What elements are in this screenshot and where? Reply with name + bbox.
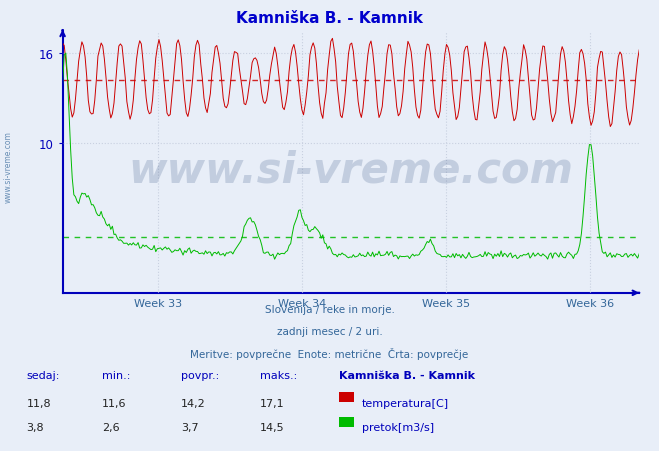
Text: povpr.:: povpr.: — [181, 370, 219, 380]
Text: 11,6: 11,6 — [102, 398, 127, 408]
Text: pretok[m3/s]: pretok[m3/s] — [362, 422, 434, 432]
Text: Kamniška B. - Kamnik: Kamniška B. - Kamnik — [339, 370, 475, 380]
Text: 2,6: 2,6 — [102, 422, 120, 432]
Text: www.si-vreme.com: www.si-vreme.com — [3, 131, 13, 203]
Text: min.:: min.: — [102, 370, 130, 380]
Text: www.si-vreme.com: www.si-vreme.com — [129, 149, 573, 191]
Text: 17,1: 17,1 — [260, 398, 285, 408]
Text: 14,2: 14,2 — [181, 398, 206, 408]
Text: 3,7: 3,7 — [181, 422, 199, 432]
Text: Meritve: povprečne  Enote: metrične  Črta: povprečje: Meritve: povprečne Enote: metrične Črta:… — [190, 348, 469, 360]
Text: 14,5: 14,5 — [260, 422, 285, 432]
Text: zadnji mesec / 2 uri.: zadnji mesec / 2 uri. — [277, 326, 382, 336]
Text: Kamniška B. - Kamnik: Kamniška B. - Kamnik — [236, 11, 423, 26]
Text: temperatura[C]: temperatura[C] — [362, 398, 449, 408]
Text: maks.:: maks.: — [260, 370, 298, 380]
Text: 11,8: 11,8 — [26, 398, 51, 408]
Text: 3,8: 3,8 — [26, 422, 44, 432]
Text: Slovenija / reke in morje.: Slovenija / reke in morje. — [264, 304, 395, 314]
Text: sedaj:: sedaj: — [26, 370, 60, 380]
